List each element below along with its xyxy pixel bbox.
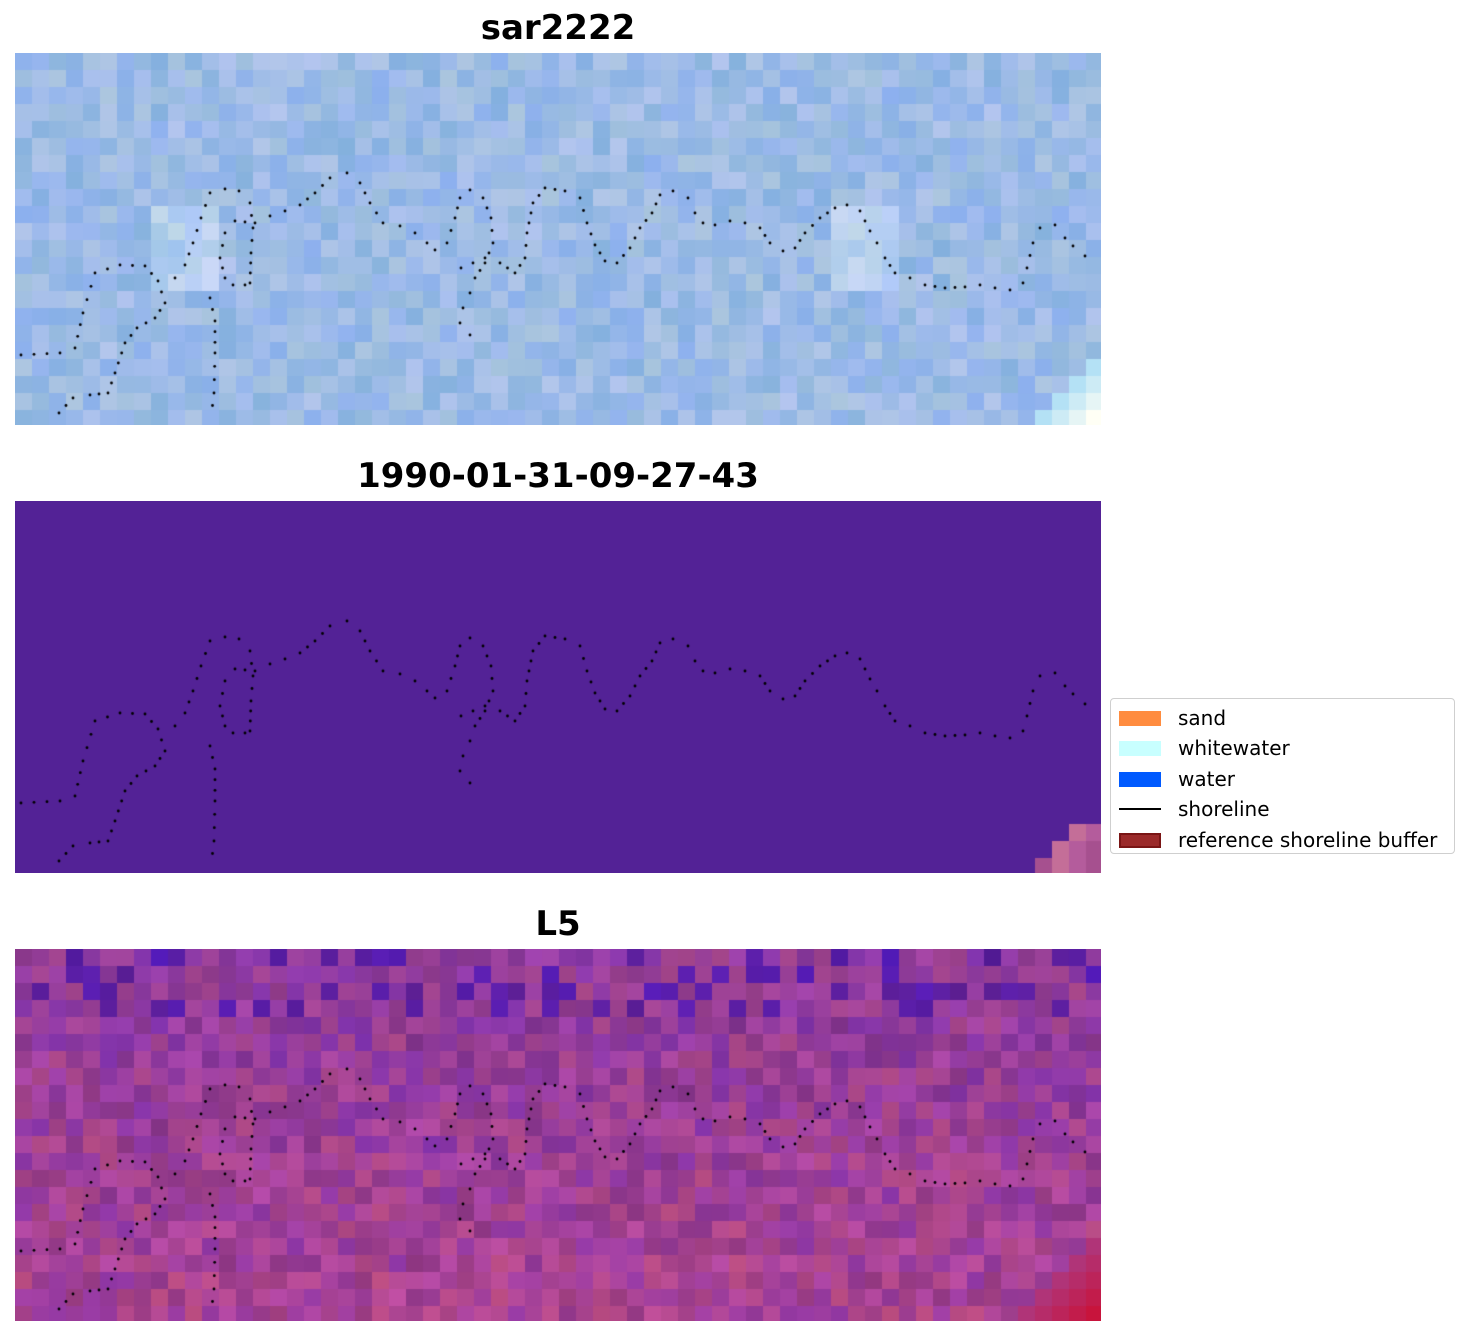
l5-image [15,949,1101,1321]
sand-swatch [1119,711,1161,726]
sar-image [15,53,1101,425]
whitewater-swatch [1119,741,1161,757]
legend-entry-shoreline: shoreline [1111,794,1454,824]
legend-label-sand: sand [1178,706,1227,730]
water-swatch [1119,771,1161,787]
panel-title-sar: sar2222 [480,8,636,48]
panel-title-classified: 1990-01-31-09-27-43 [357,456,759,496]
legend-entry-sand: sand [1111,703,1454,733]
classified-image [15,501,1101,873]
legend-label-shoreline: shoreline [1178,797,1270,822]
shoreline-line-swatch [1119,808,1161,811]
legend-entry-water: water [1111,764,1454,794]
panel-title-l5: L5 [535,904,581,944]
legend-label-water: water [1178,766,1235,791]
reference-buffer-swatch [1119,832,1161,848]
legend-label-whitewater: whitewater [1178,736,1290,761]
legend-entry-whitewater: whitewater [1111,733,1454,763]
legend-entry-reference-buffer: reference shoreline buffer [1111,825,1454,855]
legend: sand whitewater water shoreline referenc… [1110,698,1455,854]
legend-label-reference-buffer: reference shoreline buffer [1178,827,1438,852]
